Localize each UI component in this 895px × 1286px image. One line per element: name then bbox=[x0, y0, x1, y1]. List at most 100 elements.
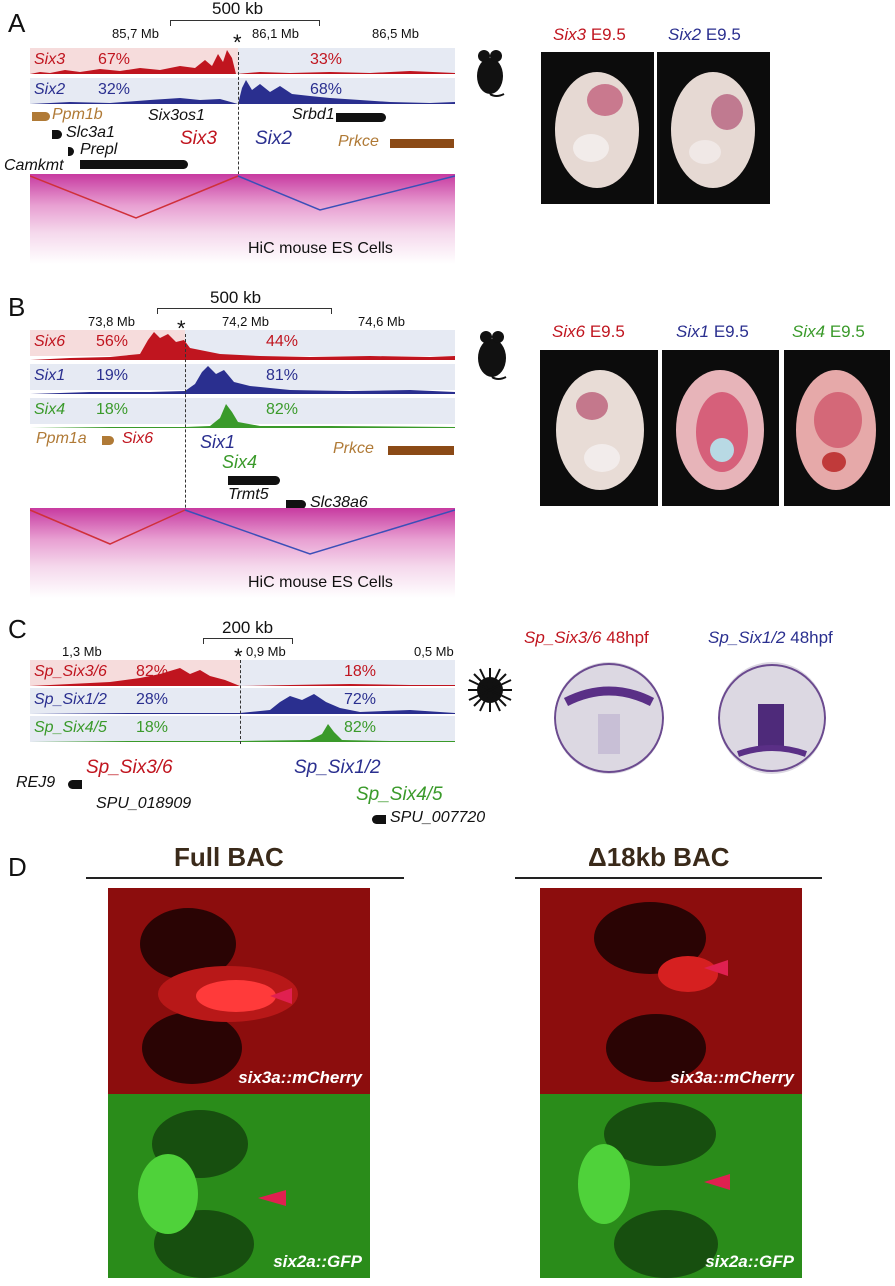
gene-bar-ppm1a bbox=[102, 436, 114, 445]
gene-six2: Six2 bbox=[255, 128, 292, 149]
mouse-icon-b bbox=[478, 331, 507, 380]
boundary-line-c bbox=[240, 660, 241, 744]
gene-six6: Six6 bbox=[122, 430, 154, 447]
track-pct-right-six3: 33% bbox=[310, 51, 343, 68]
larva-photo-sp-six12 bbox=[718, 662, 826, 774]
gene-ppm1a: Ppm1a bbox=[36, 430, 87, 447]
embryo-photo-six1 bbox=[662, 350, 779, 506]
gene-srbd1: Srbd1 bbox=[292, 106, 335, 123]
hic-map-a: HiC mouse ES Cells bbox=[30, 174, 455, 264]
track-name-six1: Six1 bbox=[34, 367, 66, 384]
caption-six4-e95: Six4 E9.5 bbox=[792, 322, 865, 342]
signal-six1 bbox=[30, 366, 455, 394]
caption-six6-e95: Six6 E9.5 bbox=[552, 322, 625, 342]
caption-stage: E9.5 bbox=[589, 322, 625, 341]
star-marker-b: * bbox=[177, 316, 186, 341]
signal-sp-six36 bbox=[30, 668, 455, 686]
embryo-photo-six6 bbox=[540, 350, 658, 506]
gene-sp-six36: Sp_Six3/6 bbox=[86, 757, 173, 778]
track-sp-six45: Sp_Six4/5 18% 82% bbox=[30, 716, 455, 742]
gene-slc3a1: Slc3a1 bbox=[66, 124, 115, 141]
image-full-bac-mcherry: six3a::mCherry bbox=[108, 888, 370, 1094]
gene-six3os1: Six3os1 bbox=[148, 107, 205, 124]
gene-spu-018909: SPU_018909 bbox=[96, 795, 192, 812]
caption-sp-six12-48hpf: Sp_Six1/2 48hpf bbox=[708, 628, 833, 648]
hic-domains-a bbox=[30, 175, 455, 219]
column-rule-delta-bac bbox=[515, 877, 822, 879]
column-title-delta-bac: Δ18kb BAC bbox=[588, 842, 730, 872]
track-pct-left-sp-six45: 18% bbox=[136, 719, 169, 736]
gene-bar-slc38a6 bbox=[286, 500, 306, 509]
gene-six4: Six4 bbox=[222, 452, 258, 472]
scale-bar-label-b: 500 kb bbox=[210, 288, 262, 307]
caption-gene: Six3 bbox=[553, 25, 587, 44]
track-sp-six12: Sp_Six1/2 28% 72% bbox=[30, 688, 455, 714]
gene-bar-ppm1b bbox=[32, 112, 50, 121]
signal-six4 bbox=[30, 404, 455, 428]
caption-stage: 48hpf bbox=[790, 628, 833, 647]
tick-label-c-3: 0,5 Mb bbox=[414, 644, 454, 659]
tick-label-a-1: 85,7 Mb bbox=[112, 26, 159, 41]
caption-six2-e95: Six2 E9.5 bbox=[668, 25, 741, 45]
caption-stage: E9.5 bbox=[705, 25, 741, 44]
embryo-photo-six2 bbox=[657, 52, 770, 204]
signal-six2 bbox=[30, 80, 455, 104]
tick-label-b-2: 74,2 Mb bbox=[222, 314, 269, 329]
track-pct-right-six2: 68% bbox=[310, 81, 343, 98]
scale-bar-label-c: 200 kb bbox=[222, 618, 274, 637]
gene-prepl: Prepl bbox=[80, 141, 118, 158]
boundary-line-a bbox=[238, 52, 239, 264]
track-name-sp-six12: Sp_Six1/2 bbox=[34, 691, 107, 708]
gene-bar-prepl bbox=[68, 147, 74, 156]
gene-trmt5: Trmt5 bbox=[228, 486, 269, 503]
track-pct-left-six3: 67% bbox=[98, 51, 131, 68]
track-name-sp-six36: Sp_Six3/6 bbox=[34, 663, 107, 680]
gene-bar-prkce-b bbox=[388, 446, 454, 455]
caption-stage: 48hpf bbox=[606, 628, 649, 647]
gene-six1: Six1 bbox=[200, 432, 236, 452]
track-pct-left-six2: 32% bbox=[98, 81, 131, 98]
caption-gene: Six4 bbox=[792, 322, 826, 341]
gene-sp-six12: Sp_Six1/2 bbox=[294, 757, 381, 778]
track-pct-left-sp-six12: 28% bbox=[136, 691, 169, 708]
track-pct-right-sp-six12: 72% bbox=[344, 691, 377, 708]
track-six3: Six3 67% 33% bbox=[30, 48, 455, 74]
hic-domains-b bbox=[30, 509, 455, 555]
track-sp-six36: Sp_Six3/6 82% 18% bbox=[30, 660, 455, 686]
track-name-six6: Six6 bbox=[34, 333, 66, 350]
scale-bar-c bbox=[203, 638, 293, 644]
boundary-line-b bbox=[185, 334, 186, 598]
caption-gene: Sp_Six3/6 bbox=[524, 628, 602, 647]
tick-label-a-2: 86,1 Mb bbox=[252, 26, 299, 41]
track-six1: Six1 19% 81% bbox=[30, 364, 455, 394]
gene-slc38a6: Slc38a6 bbox=[310, 494, 368, 511]
track-pct-right-sp-six36: 18% bbox=[344, 663, 377, 680]
tick-label-c-2: 0,9 Mb bbox=[246, 644, 286, 659]
panel-label-d: D bbox=[8, 852, 27, 882]
tick-label-b-1: 73,8 Mb bbox=[88, 314, 135, 329]
row-label-mcherry-delta: six3a::mCherry bbox=[670, 1068, 794, 1087]
tick-label-c-1: 1,3 Mb bbox=[62, 644, 102, 659]
scale-bar-label-a: 500 kb bbox=[212, 0, 264, 18]
star-marker-c: * bbox=[234, 644, 243, 669]
hic-label-b: HiC mouse ES Cells bbox=[248, 574, 393, 591]
panel-label-c: C bbox=[8, 614, 27, 644]
gene-bar-srbd1 bbox=[336, 113, 386, 122]
track-pct-right-six1: 81% bbox=[266, 367, 299, 384]
embryo-photo-six4 bbox=[784, 350, 890, 506]
caption-six3-e95: Six3 E9.5 bbox=[553, 25, 626, 45]
gene-bar-trmt5 bbox=[228, 476, 280, 485]
track-name-sp-six45: Sp_Six4/5 bbox=[34, 719, 107, 736]
hic-label-a: HiC mouse ES Cells bbox=[248, 240, 393, 257]
caption-sp-six36-48hpf: Sp_Six3/6 48hpf bbox=[524, 628, 649, 648]
track-name-six3: Six3 bbox=[34, 51, 66, 68]
scale-bar-a bbox=[170, 20, 320, 26]
row-label-gfp-delta: six2a::GFP bbox=[705, 1252, 794, 1271]
panel-label-a: A bbox=[8, 8, 26, 38]
track-six4: Six4 18% 82% bbox=[30, 398, 455, 428]
track-six2: Six2 32% 68% bbox=[30, 78, 455, 104]
tick-label-b-3: 74,6 Mb bbox=[358, 314, 405, 329]
embryo-photo-six3 bbox=[541, 52, 654, 204]
gene-bar-camkmt bbox=[80, 160, 188, 169]
caption-stage: E9.5 bbox=[829, 322, 865, 341]
